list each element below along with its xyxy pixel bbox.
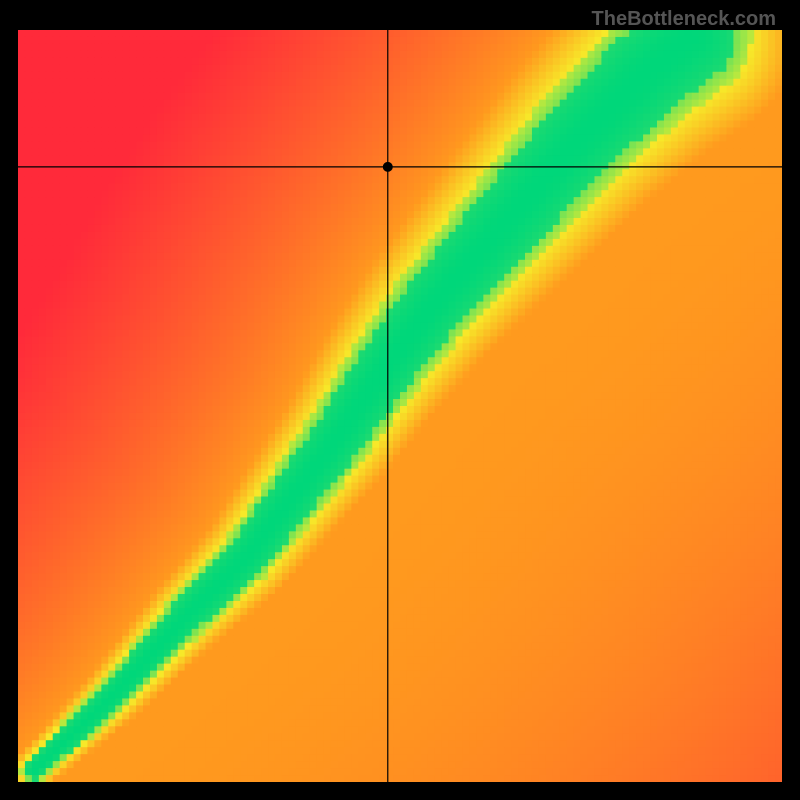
crosshair-marker: [383, 162, 393, 172]
root: TheBottleneck.com: [0, 0, 800, 800]
watermark-text: TheBottleneck.com: [592, 8, 776, 31]
heatmap-chart: [0, 0, 800, 800]
